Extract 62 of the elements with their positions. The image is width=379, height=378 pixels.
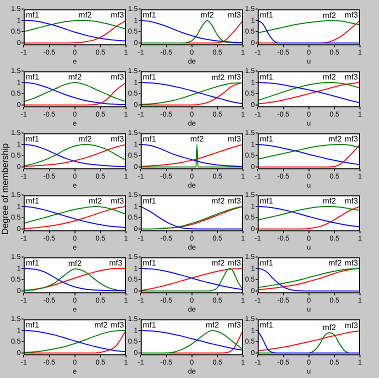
series-label: mf3	[109, 258, 123, 268]
series-label: mf3	[110, 134, 125, 144]
series-label: mf1	[26, 196, 40, 206]
series-label: mf1	[260, 320, 274, 330]
series-label: mf2	[322, 196, 337, 206]
series-label: mf1	[260, 258, 274, 268]
series-label: mf1	[142, 134, 157, 144]
series-label: mf2	[211, 73, 226, 82]
series-label: mf1	[142, 320, 157, 330]
series-label: mf1	[142, 196, 157, 206]
series-label: mf3	[110, 196, 125, 206]
line-series	[258, 206, 360, 220]
series-label: mf2	[211, 196, 226, 206]
series-label: mf3	[228, 258, 242, 268]
series-label: mf1	[142, 10, 157, 20]
series-label: mf1	[26, 10, 40, 20]
series-label: mf3	[344, 196, 359, 206]
series-label: mf3	[344, 134, 359, 144]
series-label: mf1	[260, 196, 274, 206]
series-label: mf3	[110, 320, 125, 330]
series-label: mf1	[142, 72, 157, 82]
series-label: mf2	[322, 322, 337, 332]
series-label: mf2	[206, 320, 220, 330]
series-label: mf2	[94, 320, 108, 330]
series-label: mf3	[344, 10, 359, 20]
series-label: mf3	[228, 72, 242, 82]
series-label: mf3	[110, 10, 125, 20]
series-label: mf2	[211, 258, 226, 268]
line-series	[258, 20, 360, 34]
series-label: mf3	[228, 134, 242, 144]
line-series	[24, 20, 126, 32]
series-label: mf1	[260, 134, 274, 144]
series-label: mf1	[142, 258, 157, 268]
series-label: mf2	[78, 134, 92, 144]
series-label: mf2	[322, 72, 337, 82]
series-label: mf2	[190, 134, 204, 144]
series-label: mf1	[26, 320, 40, 330]
series-label: mf2	[68, 72, 82, 82]
series-label: mf3	[228, 10, 242, 20]
series-label: mf2	[78, 10, 92, 20]
line-series	[140, 206, 243, 230]
series-label: mf2	[322, 10, 337, 20]
series-label: mf2	[200, 10, 214, 20]
series-label: mf1	[26, 72, 40, 82]
series-label: mf3	[110, 72, 125, 82]
series-label: mf3	[228, 196, 242, 206]
series-label: mf1	[260, 10, 274, 20]
series-label: mf3	[344, 258, 359, 268]
line-series	[24, 206, 126, 224]
series-label: mf1	[26, 134, 40, 144]
series-label: mf3	[344, 72, 359, 82]
series-label: mf1	[26, 258, 40, 268]
series-label: mf2	[68, 259, 82, 268]
series-label: mf2	[88, 196, 103, 206]
series-label: mf1	[260, 72, 274, 82]
line-series	[258, 144, 360, 160]
series-label: mf2	[328, 134, 342, 144]
y-axis-title: Degree of membership	[0, 142, 10, 237]
series-label: mf3	[228, 320, 242, 330]
series-label: mf2	[328, 258, 342, 268]
series-label: mf3	[344, 321, 359, 330]
line-series	[258, 20, 360, 44]
